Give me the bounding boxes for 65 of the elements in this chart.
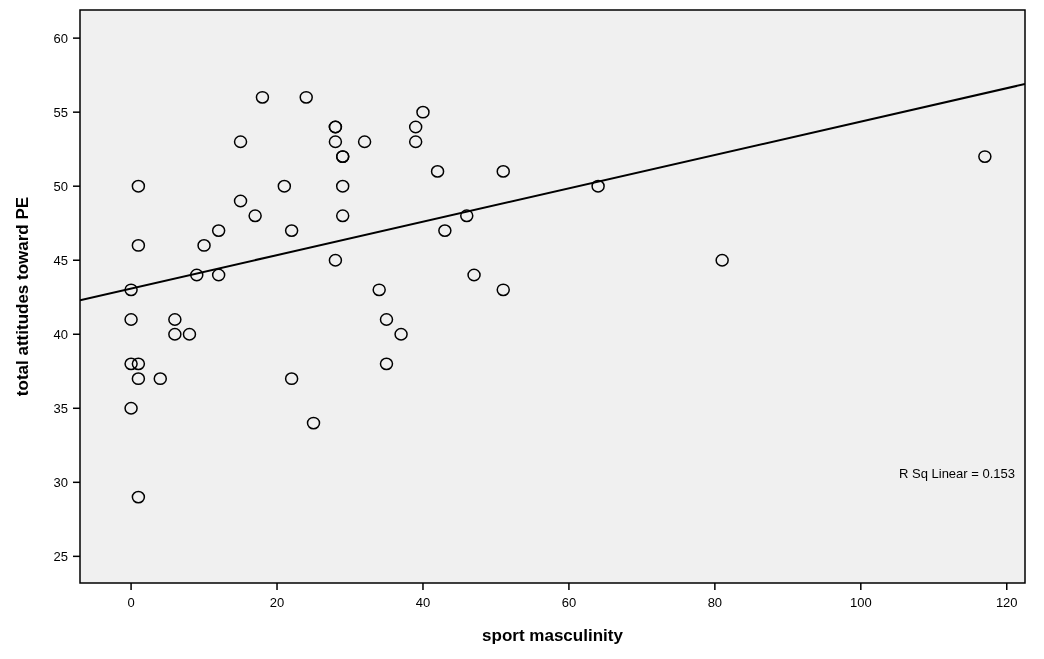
point [168,313,182,326]
point [379,313,394,326]
point [408,120,423,134]
point [190,268,204,282]
point [131,179,146,193]
point [131,357,146,371]
point [715,253,729,267]
point [394,327,408,341]
point [299,90,313,104]
point [131,238,146,252]
point [233,135,248,149]
y-tick-label: 40 [53,327,68,343]
point [496,164,510,178]
x-tick-label: 0 [127,595,135,610]
x-tick-label: 80 [707,595,723,610]
point [306,416,321,430]
x-axis-title: sport masculinity [482,626,624,645]
x-tick-label: 100 [849,595,872,610]
y-tick-label: 35 [53,401,68,417]
point [211,268,226,282]
point [131,490,146,504]
point [591,179,605,193]
y-tick-label: 45 [53,253,68,269]
point [335,179,350,193]
point [277,179,292,193]
point [335,209,350,223]
point [211,224,226,238]
point [124,313,138,326]
point [379,357,394,371]
x-tick-label: 40 [415,595,431,610]
y-axis-title: total attitudes toward PE [13,196,32,397]
point [233,194,248,208]
point [131,372,146,386]
point [438,224,452,238]
y-tick-label: 60 [53,31,68,47]
point [284,224,299,238]
point [372,283,386,297]
point [467,268,481,282]
point [168,327,182,341]
point [416,105,430,119]
y-tick-label: 50 [53,179,68,195]
point [496,283,510,297]
point [978,150,992,164]
point [460,209,474,223]
point [124,283,138,297]
point [153,372,168,386]
y-tick-label: 30 [53,475,68,491]
point [430,164,445,178]
y-tick-label: 25 [53,549,68,565]
x-tick-label: 60 [561,595,577,610]
point [124,401,138,415]
x-tick-label: 20 [269,595,285,610]
point [408,135,423,149]
point [248,209,262,223]
point [182,327,197,341]
annotation: R Sq Linear = 0.153 [899,466,1015,481]
point [357,135,372,149]
x-tick-label: 120 [995,595,1018,610]
point [255,90,270,104]
point [124,357,138,371]
point [328,135,343,149]
point [284,372,299,386]
point [197,238,211,252]
point [328,253,343,267]
y-tick-label: 55 [53,105,68,121]
